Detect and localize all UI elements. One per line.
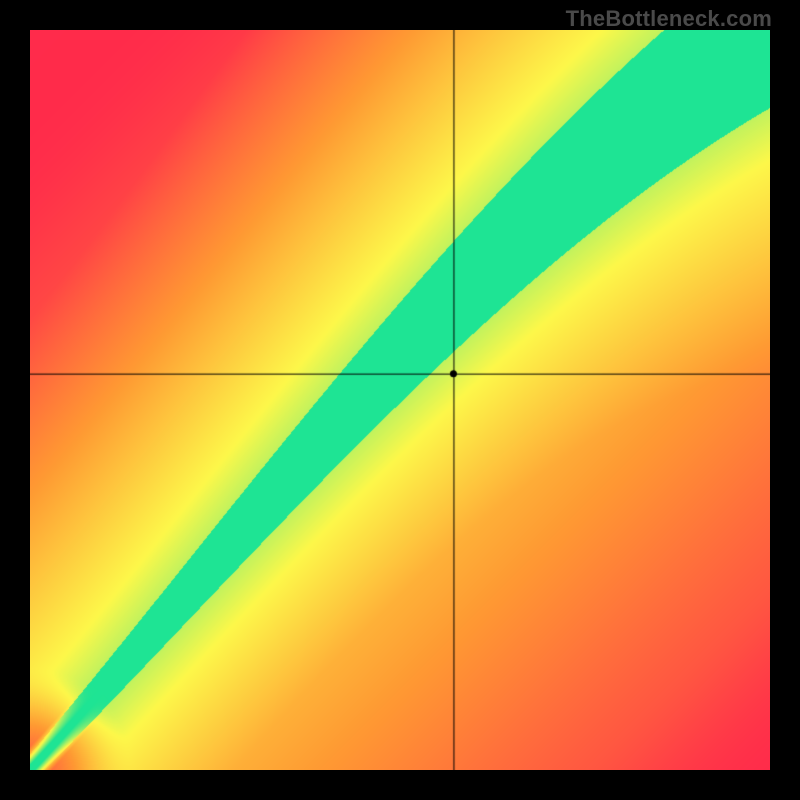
- bottleneck-heatmap-canvas: [30, 30, 770, 770]
- watermark-text: TheBottleneck.com: [566, 6, 772, 32]
- chart-container: TheBottleneck.com: [0, 0, 800, 800]
- plot-area: [30, 30, 770, 770]
